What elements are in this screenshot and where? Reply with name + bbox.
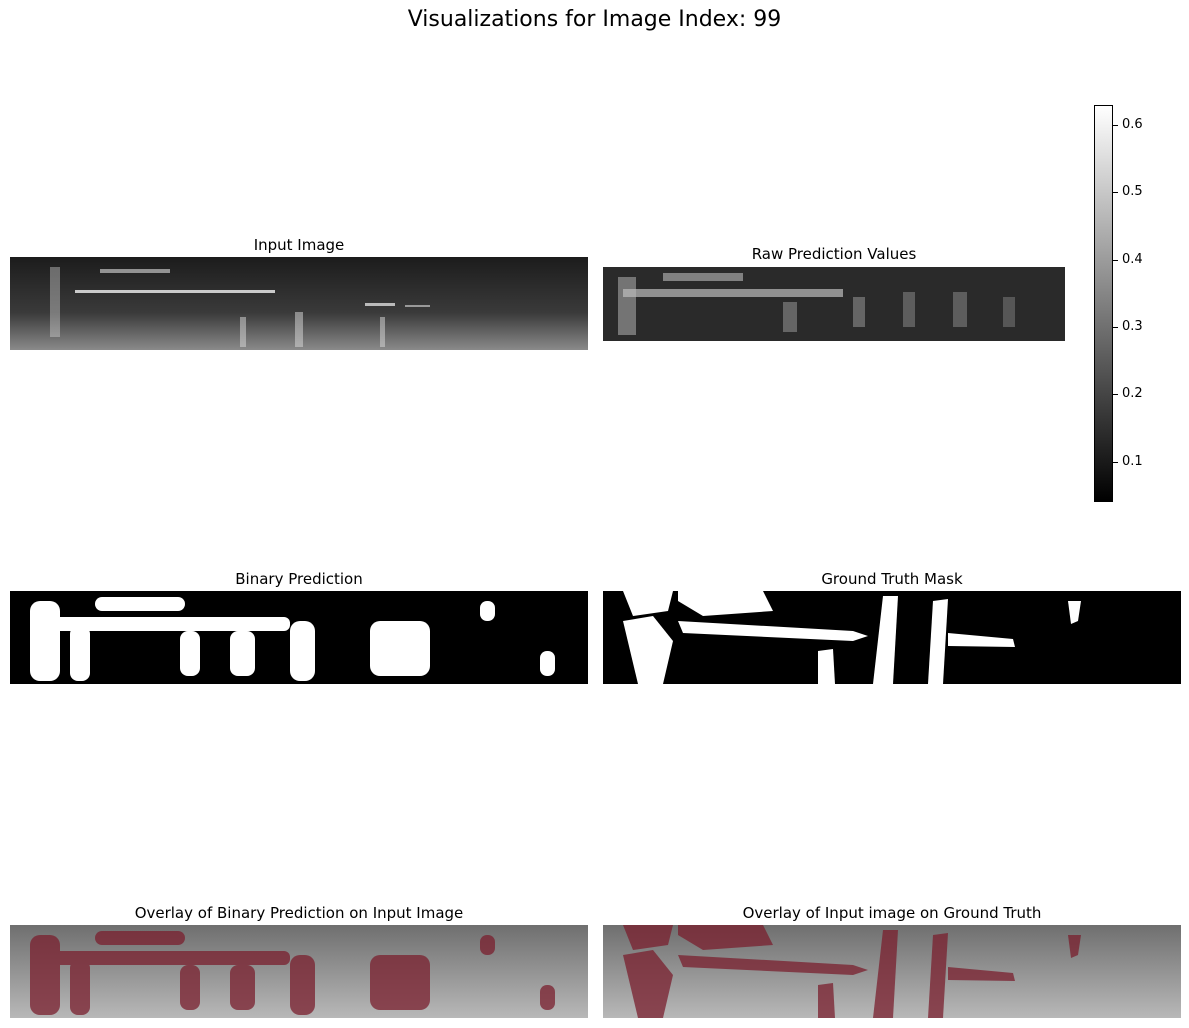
overlay-prediction-title: Overlay of Binary Prediction on Input Im… xyxy=(134,904,464,922)
colorbar-tick-mark xyxy=(1113,394,1118,395)
raw-prediction-title: Raw Prediction Values xyxy=(751,245,917,263)
colorbar-tick-mark xyxy=(1113,192,1118,193)
binary-prediction-title: Binary Prediction xyxy=(235,570,363,588)
colorbar-tick-mark xyxy=(1113,462,1118,463)
overlay-prediction-panel xyxy=(10,925,588,1018)
binary-prediction-panel xyxy=(10,591,588,684)
figure-title: Visualizations for Image Index: 99 xyxy=(407,7,782,32)
ground-truth-title: Ground Truth Mask xyxy=(821,570,963,588)
ground-truth-panel xyxy=(603,591,1181,684)
colorbar-tick-label: 0.6 xyxy=(1122,117,1143,132)
colorbar-tick-mark xyxy=(1113,125,1118,126)
colorbar-tick-mark xyxy=(1113,327,1118,328)
input-image-title: Input Image xyxy=(253,236,345,254)
colorbar-tick-label: 0.1 xyxy=(1122,454,1143,469)
raw-prediction-panel xyxy=(603,267,1065,341)
overlay-ground-truth-title: Overlay of Input image on Ground Truth xyxy=(742,904,1042,922)
input-image-panel xyxy=(10,257,588,350)
colorbar-tick-label: 0.3 xyxy=(1122,319,1143,334)
colorbar xyxy=(1094,105,1113,502)
colorbar-tick-label: 0.5 xyxy=(1122,184,1143,199)
colorbar-tick-mark xyxy=(1113,260,1118,261)
overlay-ground-truth-panel xyxy=(603,925,1181,1018)
colorbar-tick-label: 0.4 xyxy=(1122,252,1143,267)
colorbar-tick-label: 0.2 xyxy=(1122,386,1143,401)
